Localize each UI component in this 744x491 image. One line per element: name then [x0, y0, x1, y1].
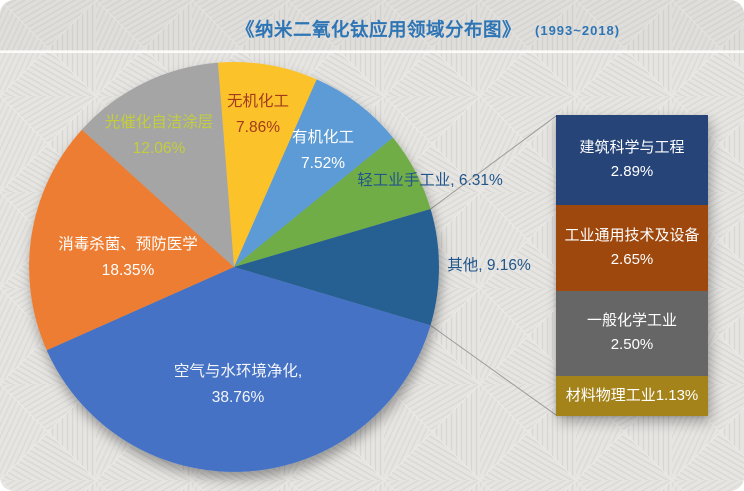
- pie-slices: [29, 61, 439, 472]
- pie-slice-2[interactable]: [234, 79, 393, 268]
- label-photocatalytic-coating: 光催化自洁涂层 12.06%: [104, 114, 214, 157]
- pie-slice-5[interactable]: [46, 267, 431, 472]
- chart-title-row: 《纳米二氧化钛应用领域分布图》 (1993~2018): [236, 16, 620, 42]
- breakout-bar-panel: 建筑科学与工程 2.89% 工业通用技术及设备 2.65% 一般化学工业 2.5…: [556, 115, 708, 417]
- label-air-water-purification: 空气与水环境净化, 38.76%: [173, 363, 303, 406]
- pie-slice-4[interactable]: [234, 209, 439, 326]
- breakout-block-material-physics[interactable]: 材料物理工业1.13%: [556, 375, 708, 417]
- breakout-block-architecture[interactable]: 建筑科学与工程 2.89%: [556, 115, 708, 205]
- label-disinfection-medicine: 消毒杀菌、预防医学 18.35%: [58, 236, 198, 279]
- chart-title: 《纳米二氧化钛应用领域分布图》: [236, 19, 522, 40]
- label-light-industry: 轻工业手工业, 6.31%: [357, 172, 503, 189]
- label-inorganic-chem: 无机化工 7.86%: [226, 93, 290, 136]
- connector-lines: [430, 115, 557, 416]
- pie-slice-6[interactable]: [29, 129, 234, 351]
- breakout-block-industrial-tech[interactable]: 工业通用技术及设备 2.65%: [556, 204, 708, 292]
- label-other: 其他, 9.16%: [447, 257, 531, 274]
- breakout-connector-line-2: [430, 324, 557, 416]
- pie-slice-7[interactable]: [81, 62, 235, 267]
- label-organic-chem: 有机化工 7.52%: [291, 129, 355, 172]
- pie-slice-1[interactable]: [217, 61, 317, 267]
- pie-slice-3[interactable]: [234, 137, 431, 267]
- breakout-block-general-chemistry[interactable]: 一般化学工业 2.50%: [556, 291, 708, 376]
- chart-title-period: (1993~2018): [535, 22, 621, 38]
- breakout-connector-line-1: [430, 115, 557, 210]
